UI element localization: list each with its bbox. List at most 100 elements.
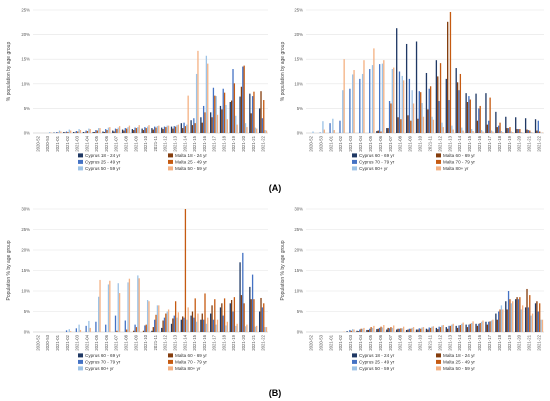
x-tick-label: 2021-22 xyxy=(261,135,266,151)
x-tick-label: 2021-17 xyxy=(487,334,492,350)
legend-label: Cyprus 60 - 69 yr xyxy=(359,153,395,158)
bar xyxy=(195,73,198,133)
bar xyxy=(479,322,481,332)
chart-panel-b-right: 0% 5% 10% 15% 20% 25% 30% Population % by age g… xyxy=(280,207,544,371)
bar xyxy=(390,327,392,332)
x-tick-label: 2021-05 xyxy=(94,135,99,151)
bar xyxy=(156,305,159,332)
bar xyxy=(429,86,432,133)
bar xyxy=(455,325,457,332)
bar xyxy=(216,114,219,133)
bar xyxy=(432,119,435,133)
x-tick-label: 2021-04 xyxy=(84,334,89,350)
bar xyxy=(95,321,97,332)
bar xyxy=(121,129,124,133)
bar xyxy=(449,11,452,133)
x-tick-label: 2021-07 xyxy=(114,135,119,151)
bar xyxy=(154,319,156,332)
bar xyxy=(186,124,188,133)
bar xyxy=(439,327,442,332)
bar xyxy=(134,324,136,332)
bar xyxy=(496,319,498,332)
bar xyxy=(186,319,188,332)
bar xyxy=(137,127,139,133)
y-tick-label: 30% xyxy=(294,207,303,212)
bar xyxy=(151,330,153,332)
y-tick-label: 15% xyxy=(294,268,303,273)
bar xyxy=(357,331,360,332)
bar xyxy=(207,63,209,133)
bar xyxy=(141,128,143,133)
x-tick-label: 2021-15 xyxy=(467,135,472,151)
bar xyxy=(70,331,72,332)
bar xyxy=(148,125,150,133)
bar xyxy=(497,125,500,133)
bar xyxy=(180,123,182,133)
bar xyxy=(118,293,121,332)
bar xyxy=(489,321,491,332)
bar xyxy=(95,130,97,133)
bar xyxy=(251,274,254,332)
bar xyxy=(449,325,452,332)
bar xyxy=(380,326,382,332)
panel-label-b: (B) xyxy=(269,388,282,398)
bar xyxy=(138,125,140,133)
bar xyxy=(197,313,199,332)
bar xyxy=(176,317,178,332)
bar xyxy=(63,132,65,133)
x-tick-label: 2020-52 xyxy=(308,334,313,350)
y-tick-label: 5% xyxy=(24,106,30,111)
bar xyxy=(466,102,469,133)
bar xyxy=(468,324,470,332)
bar xyxy=(393,325,395,332)
bar xyxy=(360,328,362,332)
bar xyxy=(499,122,501,133)
bar xyxy=(509,299,511,332)
bar xyxy=(56,132,58,133)
bar xyxy=(167,309,170,332)
x-tick-label: 2021-06 xyxy=(104,135,109,151)
legend-label: Malta 80+ yr xyxy=(175,366,201,371)
bar xyxy=(442,325,444,332)
bar xyxy=(401,75,403,133)
legend-swatch xyxy=(436,353,441,358)
bar xyxy=(349,88,351,133)
bar xyxy=(363,60,365,133)
bar xyxy=(229,102,231,133)
bar xyxy=(123,130,125,133)
legend-label: Cyprus 60 - 69 yr xyxy=(85,353,121,358)
bar xyxy=(133,330,135,332)
bar xyxy=(253,91,255,133)
bar xyxy=(68,329,70,332)
bar xyxy=(490,130,493,133)
legend-label: Cyprus 70 - 79 yr xyxy=(85,360,121,365)
bar xyxy=(371,327,374,332)
legend-swatch xyxy=(436,359,441,364)
bar xyxy=(461,127,463,133)
bar xyxy=(116,330,118,332)
bar xyxy=(529,130,531,133)
bar xyxy=(420,92,422,133)
bar xyxy=(200,117,202,133)
x-tick-label: 2021-02 xyxy=(65,334,70,350)
bar xyxy=(378,327,381,332)
bar xyxy=(243,303,245,332)
y-tick-label: 10% xyxy=(21,81,30,86)
x-tick-label: 2021-01 xyxy=(55,135,60,151)
y-axis-label: % population by age group xyxy=(6,42,12,102)
bar xyxy=(148,301,150,332)
legend-label: Cyprus 50 - 59 yr xyxy=(85,166,121,171)
bar xyxy=(439,63,442,133)
x-tick-label: 2021-07 xyxy=(388,334,393,350)
bar xyxy=(465,324,467,332)
bar xyxy=(72,132,75,133)
bar xyxy=(158,125,160,133)
x-tick-label: 2021-14 xyxy=(457,135,462,151)
bar xyxy=(260,91,262,133)
bar xyxy=(225,325,227,332)
x-tick-label: 2021-15 xyxy=(192,135,197,151)
x-tick-label: 2021-20 xyxy=(241,135,246,151)
bar xyxy=(219,105,222,133)
x-tick-label: 2021-17 xyxy=(212,334,217,350)
legend-label: Cyprus 18 - 24 yr xyxy=(359,353,395,358)
